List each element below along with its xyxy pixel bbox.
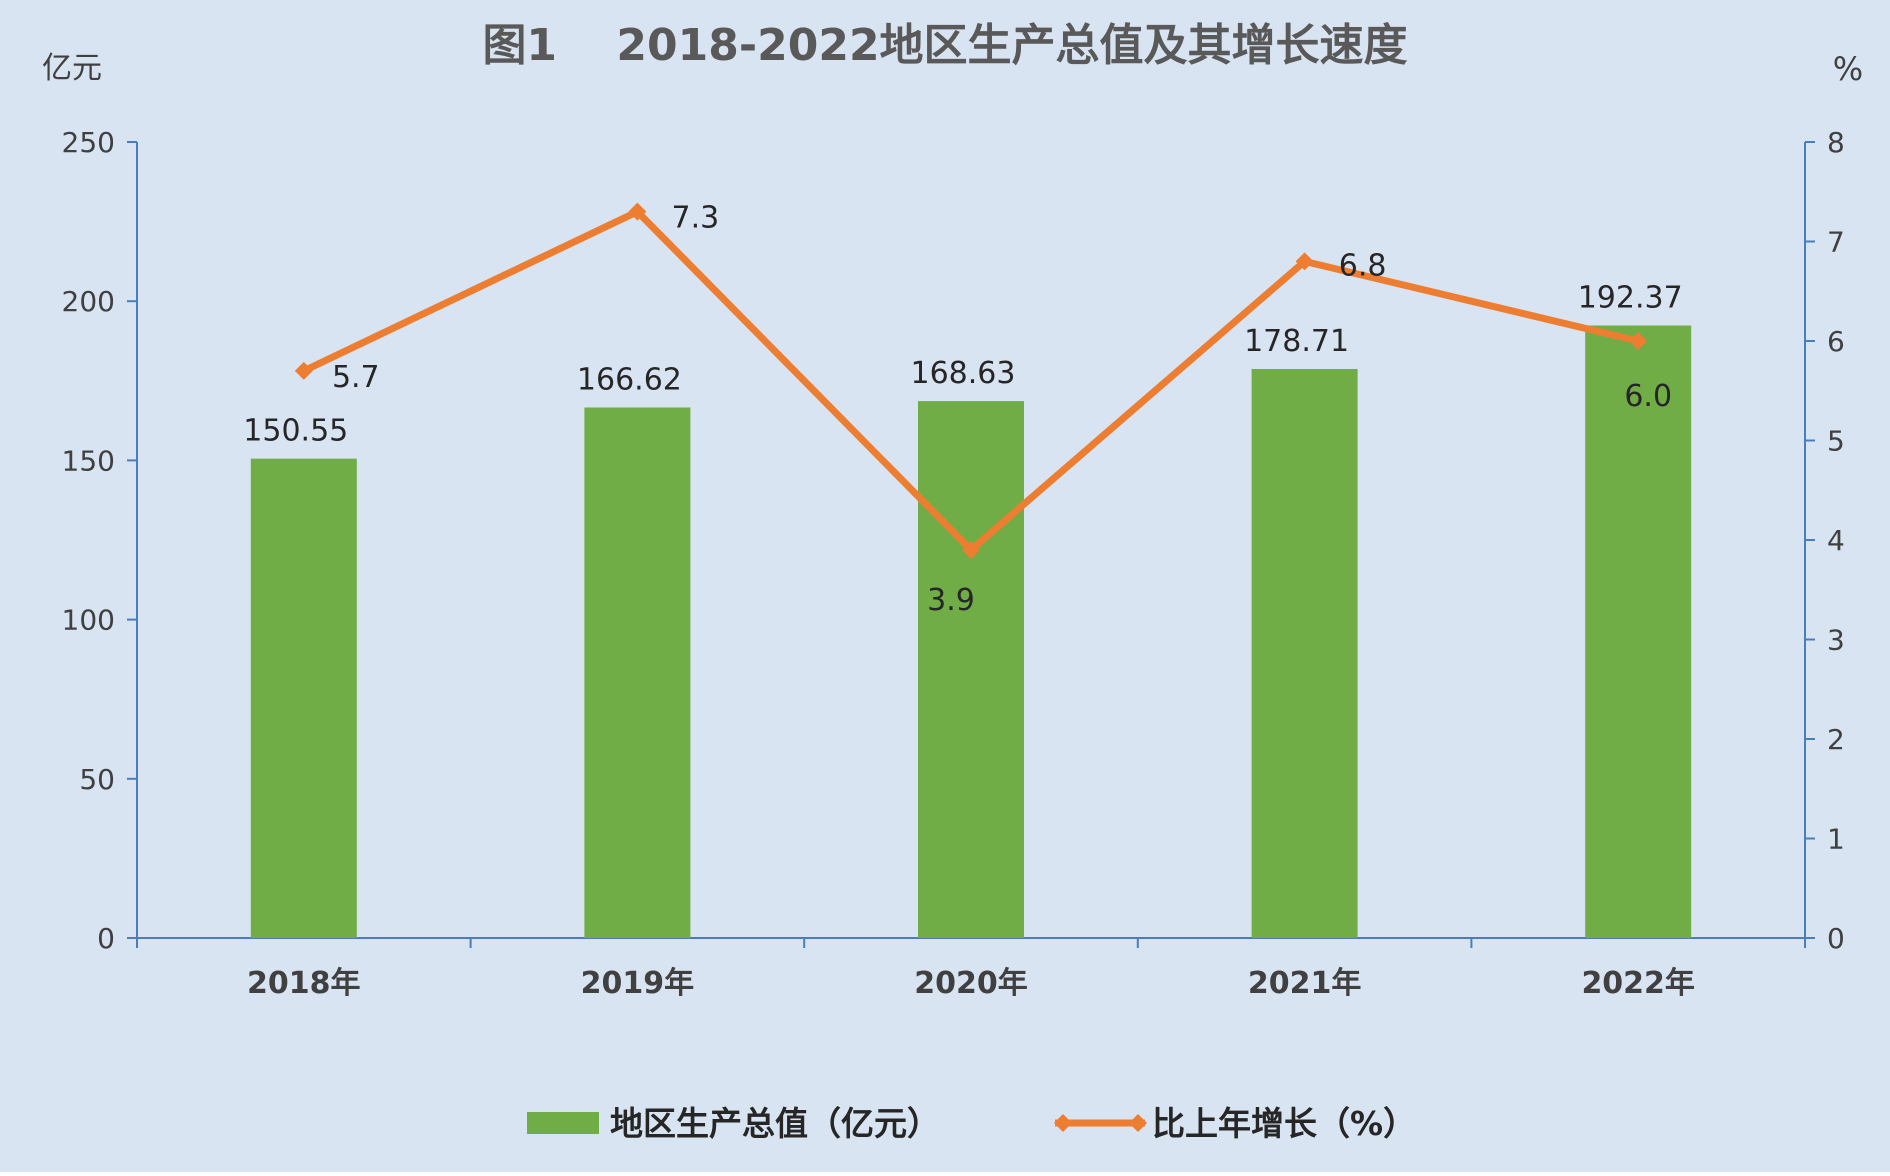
legend-line-marker — [1054, 1114, 1072, 1132]
line-point-marker — [962, 540, 980, 559]
bar — [918, 401, 1024, 938]
bar-value-label: 178.71 — [1244, 324, 1349, 359]
right-axis-tick-label: 2 — [1827, 723, 1845, 756]
bar-series — [250, 325, 1692, 939]
right-axis-tick-label: 7 — [1827, 226, 1845, 259]
x-axis-tick-label: 2018年 — [247, 966, 361, 1001]
line-value-label: 7.3 — [672, 201, 720, 236]
left-axis-tick-label: 0 — [97, 922, 115, 955]
data-labels: 150.55 166.62 168.63 178.71 192.37 5.7 7.3 3.9 6… — [243, 201, 1682, 618]
bar — [1585, 325, 1692, 939]
x-axis-tick-label: 2020年 — [914, 966, 1028, 1001]
line-point-marker — [294, 361, 313, 380]
legend-line-marker — [1129, 1114, 1147, 1132]
right-axis-tick-label: 5 — [1827, 425, 1845, 458]
axes: 0 50 100 150 200 250 0 1 2 3 4 5 6 7 8 2018年 2019年 2020年 2… — [62, 126, 1845, 1001]
bar — [250, 458, 357, 938]
bar-value-label: 150.55 — [243, 414, 348, 449]
bar-value-label: 168.63 — [911, 356, 1016, 391]
left-axis-tick-label: 250 — [62, 126, 115, 159]
right-axis-tick-label: 1 — [1827, 823, 1845, 856]
line-point-marker — [628, 202, 647, 221]
x-axis-tick-label: 2021年 — [1248, 966, 1362, 1001]
legend-swatch-bar — [527, 1112, 599, 1134]
left-axis-tick-label: 200 — [62, 285, 115, 318]
legend: 地区生产总值（亿元） 比上年增长（%） — [527, 1104, 1416, 1143]
legend-label-bar: 地区生产总值（亿元） — [610, 1104, 940, 1143]
right-axis-tick-label: 6 — [1827, 325, 1845, 358]
chart-title: 图1 2018-2022地区生产总值及其增长速度 — [482, 20, 1407, 71]
line-point-marker — [1295, 252, 1314, 271]
bar-value-label: 192.37 — [1578, 280, 1683, 315]
left-axis-tick-label: 50 — [79, 763, 115, 796]
x-axis-tick-label: 2022年 — [1581, 966, 1695, 1001]
left-axis-tick-label: 150 — [62, 444, 115, 477]
bar — [584, 407, 691, 938]
line-series — [294, 202, 1648, 559]
legend-label-line: 比上年增长（%） — [1152, 1104, 1416, 1143]
bar-value-label: 166.62 — [577, 362, 682, 397]
line-value-label: 6.8 — [1339, 248, 1387, 283]
right-axis-unit-label: % — [1833, 50, 1863, 88]
left-axis-tick-label: 100 — [62, 604, 115, 637]
right-axis-tick-label: 4 — [1827, 524, 1845, 557]
line-point-marker — [1629, 332, 1648, 350]
line-value-label: 3.9 — [927, 583, 975, 618]
right-axis-tick-label: 0 — [1827, 922, 1845, 955]
x-axis-tick-label: 2019年 — [581, 966, 695, 1001]
line-value-label: 6.0 — [1624, 379, 1672, 414]
line-value-label: 5.7 — [332, 360, 380, 395]
bar — [1251, 368, 1358, 938]
left-axis-unit-label: 亿元 — [42, 51, 102, 86]
right-axis-tick-label: 3 — [1827, 624, 1845, 657]
right-axis-tick-label: 8 — [1827, 126, 1845, 159]
